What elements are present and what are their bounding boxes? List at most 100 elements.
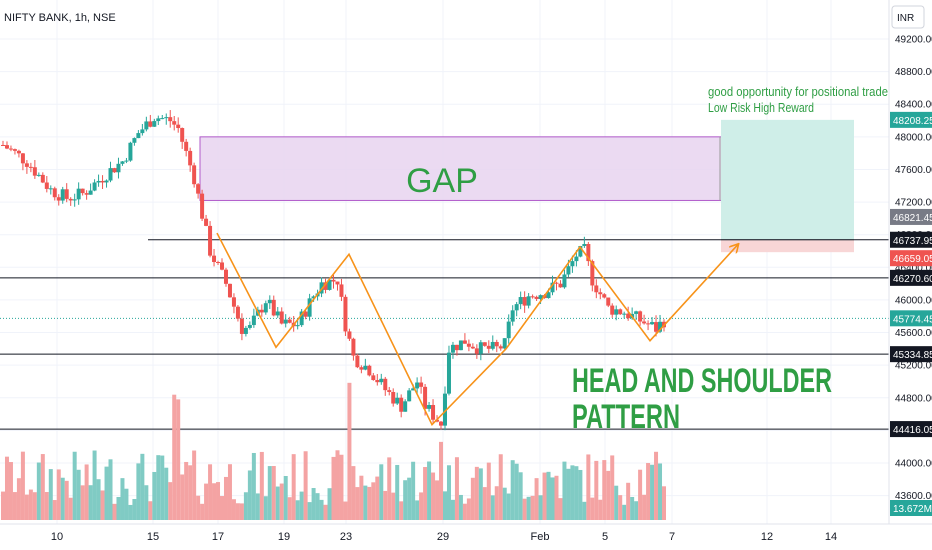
volume-bar [478,468,483,520]
x-tick-label: 17 [212,531,224,543]
volume-bar [220,496,225,520]
candle-body [506,321,511,339]
volume-bar [502,487,507,520]
volume-bar [64,480,69,520]
candle-body [156,118,161,122]
price-label: 46821.45 [890,208,932,225]
volume-bar [200,503,205,520]
volume-bar [486,462,491,520]
volume-bar [60,477,65,520]
price-label: 44416.05 [890,421,932,438]
volume-bar [96,479,101,520]
volume-bar [407,477,412,520]
candle-body [534,296,539,299]
volume-bar [319,499,324,520]
volume-bar [235,503,240,520]
candle-body [44,182,49,189]
volume-bar [52,500,57,520]
volume-bar [152,471,157,520]
candle-body [100,180,105,183]
volume-bar [291,454,296,520]
candle-body [235,306,240,319]
candle-body [184,141,189,151]
candle-body [36,174,41,176]
x-tick-label: 10 [51,531,63,543]
candle-body [351,338,356,356]
candle-body [168,117,173,122]
volume-bar [518,472,523,520]
horizontal-levels[interactable] [0,239,889,430]
candle-body [371,375,376,381]
candle-body [494,341,499,347]
volume-bar [419,492,424,520]
currency-label: INR [897,13,914,24]
volume-bar [454,457,459,520]
volume-bar [164,467,169,520]
volume-bar [550,477,555,520]
candle-body [220,262,225,270]
price-label: 13.672M [890,500,932,516]
candle-body [518,297,523,305]
candle-body [275,311,280,316]
volume-bar [662,486,666,520]
volume-bar [212,483,217,520]
volume-bar [243,492,248,520]
candle-body [586,243,591,262]
volume-bar [279,483,284,520]
volume-bar [446,465,451,520]
x-tick-label: 7 [669,531,675,543]
candle-body [450,344,455,353]
pattern-zigzag-line[interactable] [216,232,738,427]
candle-body [128,142,133,161]
y-tick-label: 47600.00 [895,165,932,176]
y-tick-label: 48000.00 [895,132,932,143]
candle-body [267,299,272,304]
candle-body [442,393,447,426]
note-line1: good opportunity for positional trade [708,84,888,99]
volume-bar [20,451,25,520]
candle-body [172,121,177,125]
volume-bar [323,504,328,520]
volume-bar [586,454,591,520]
pattern-label-line1: HEAD AND SHOULDER [572,362,832,400]
candle-body [446,352,451,394]
volume-bar [606,470,611,520]
price-label: 46737.95 [890,231,932,248]
candle-body [642,321,647,324]
volume-bar [267,466,272,520]
candle-body [200,193,205,219]
volume-bar [658,463,663,520]
volume-bar [192,450,197,520]
y-tick-label: 45200.00 [895,361,932,372]
candle-body [68,198,73,201]
candle-body [614,309,619,315]
volume-bar [566,468,571,520]
risk-reward-zone[interactable] [721,119,854,253]
price-label-text: 46659.05 [893,254,932,265]
candle-body [56,197,61,201]
y-tick-label: 46000.00 [895,295,932,306]
volume-bar [136,463,141,520]
candle-body [188,150,193,166]
volume-bar [92,450,97,520]
candle-body [327,279,332,290]
volume-bar [124,488,129,520]
candle-body [363,365,368,370]
candle-body [403,401,408,412]
volume-bar [494,486,499,520]
y-tick-label: 44800.00 [895,393,932,404]
price-label: 46270.60 [890,269,932,286]
volume-bar [188,465,193,520]
volume-bar [116,496,121,520]
candle-body [104,180,109,183]
candle-body [96,180,101,183]
candle-body [618,309,623,315]
candle-body [458,340,463,351]
candle-body [239,318,244,334]
volume-bar [526,496,531,520]
candle-body [498,346,503,349]
volume-bar [594,460,599,520]
volume-bar [112,503,117,520]
currency-button[interactable] [891,5,925,29]
